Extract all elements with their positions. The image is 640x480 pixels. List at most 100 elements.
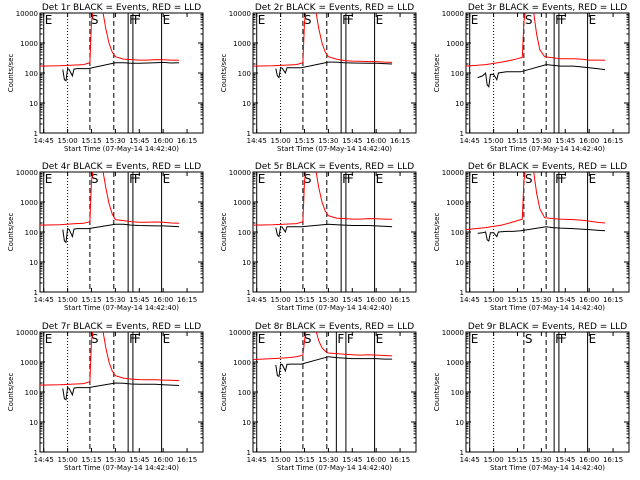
event-marker-label: F [134,13,141,27]
event-marker-label: S [525,172,533,186]
x-tick-label: 15:15 [81,296,101,304]
plot-frame [252,171,417,293]
event-marker-label: E [589,172,597,186]
event-marker-label: S [304,13,312,27]
y-axis-label: Counts/sec [220,54,228,93]
x-tick-label: 16:00 [153,296,173,304]
plot-frame [465,12,630,134]
panel-6: Det 6r BLACK = Events, RED = LLD 1 10 100 10… [433,162,630,312]
x-tick-label: 16:00 [579,296,599,304]
event-marker-label: S [91,332,99,346]
x-tick-label: 16:15 [603,137,623,145]
panel-1: Det 1r BLACK = Events, RED = LLD 1 10 100 10… [7,3,204,153]
y-tick-label: 1 [34,130,38,138]
x-tick-label: 15:15 [294,456,314,464]
x-axis-label: Start Time (07-May-14 14:42:40) [277,304,392,312]
event-marker-label: S [525,332,533,346]
x-tick-label: 14:45 [247,137,267,145]
y-axis-label: Counts/sec [7,54,15,93]
x-tick-label: 15:00 [271,456,291,464]
x-axis-label: Start Time (07-May-14 14:42:40) [64,145,179,153]
y-tick-label: 100 [238,389,251,397]
x-tick-label: 16:00 [366,137,386,145]
event-marker-label: E [471,13,479,27]
y-tick-label: 1000 [233,40,251,48]
y-tick-label: 1000 [20,199,38,207]
y-tick-label: 100 [25,389,38,397]
x-tick-label: 15:30 [318,137,338,145]
x-tick-label: 15:45 [555,137,575,145]
x-tick-label: 16:15 [603,456,623,464]
event-marker-label: F [560,13,567,27]
x-tick-label: 15:30 [531,456,551,464]
event-marker-label: S [304,172,312,186]
x-tick-label: 15:45 [342,456,362,464]
x-tick-label: 15:30 [318,456,338,464]
x-tick-label: 15:00 [58,296,78,304]
x-tick-label: 15:00 [271,137,291,145]
event-marker-label: E [589,332,597,346]
x-tick-label: 15:15 [81,137,101,145]
plot-frame [39,331,204,453]
y-axis-label: Counts/sec [433,213,441,252]
x-tick-label: 14:45 [460,456,480,464]
events-series-line [275,61,393,79]
y-tick-label: 100 [238,229,251,237]
x-tick-label: 15:15 [294,137,314,145]
y-tick-label: 10 [29,259,38,267]
x-tick-label: 16:15 [390,137,410,145]
x-tick-label: 16:00 [153,456,173,464]
event-marker-label: F [134,172,141,186]
x-tick-label: 16:00 [366,296,386,304]
x-tick-label: 16:15 [603,296,623,304]
plot-frame [39,12,204,134]
x-tick-label: 15:00 [484,456,504,464]
plot-frame [252,12,417,134]
y-tick-label: 100 [451,70,464,78]
events-series-line [477,64,606,88]
panel-7: Det 7r BLACK = Events, RED = LLD 1 10 100 10… [7,322,204,472]
y-tick-label: 100 [451,389,464,397]
x-tick-label: 15:45 [129,296,149,304]
x-tick-label: 16:00 [153,137,173,145]
panel-title: Det 2r BLACK = Events, RED = LLD [255,3,414,13]
y-tick-label: 10000 [442,10,464,18]
lld-series-line [253,13,393,67]
x-tick-label: 14:45 [460,296,480,304]
x-tick-label: 16:15 [177,296,197,304]
x-tick-label: 14:45 [247,296,267,304]
x-axis-label: Start Time (07-May-14 14:42:40) [277,464,392,472]
event-marker-label: F [560,172,567,186]
x-tick-label: 15:45 [129,456,149,464]
event-marker-label: E [376,172,384,186]
x-axis-label: Start Time (07-May-14 14:42:40) [490,464,605,472]
lld-series-line [40,13,180,67]
y-tick-label: 10000 [229,10,251,18]
event-marker-label: F [134,332,141,346]
y-tick-label: 1000 [446,40,464,48]
x-tick-label: 16:15 [177,137,197,145]
y-tick-label: 10 [455,259,464,267]
event-marker-label: S [525,13,533,27]
y-tick-label: 10000 [229,329,251,337]
x-tick-label: 14:45 [34,137,54,145]
y-tick-label: 10 [242,259,251,267]
x-tick-label: 16:15 [390,456,410,464]
y-tick-label: 10 [29,419,38,427]
event-marker-label: E [376,13,384,27]
x-tick-label: 16:15 [177,456,197,464]
x-tick-label: 15:45 [555,296,575,304]
y-tick-label: 10 [29,100,38,108]
x-axis-label: Start Time (07-May-14 14:42:40) [490,304,605,312]
event-marker-label: E [45,172,53,186]
panel-4: Det 4r BLACK = Events, RED = LLD 1 10 100 10… [7,162,204,312]
y-axis-label: Counts/sec [7,213,15,252]
event-marker-label: F [347,332,354,346]
lld-series-line [253,332,393,361]
events-series-line [62,61,180,82]
event-marker-label: E [258,172,266,186]
x-axis-label: Start Time (07-May-14 14:42:40) [277,145,392,153]
x-tick-label: 16:00 [579,137,599,145]
events-series-line [62,223,180,244]
